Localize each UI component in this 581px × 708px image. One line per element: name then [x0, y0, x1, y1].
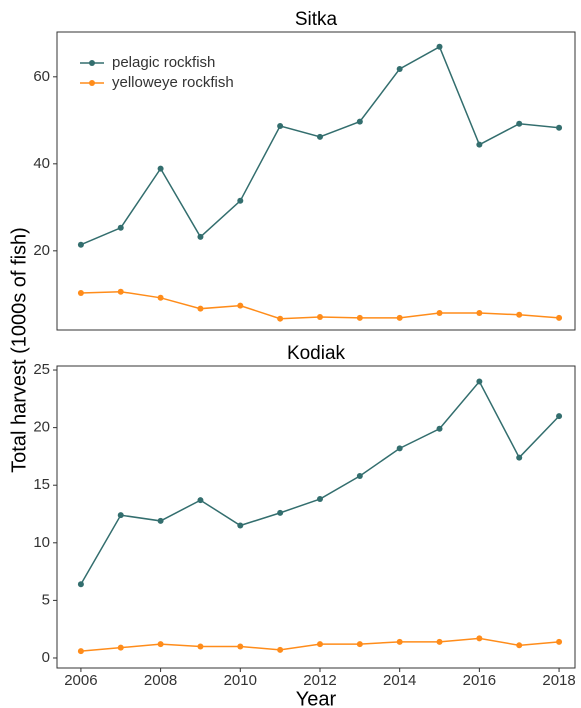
y-tick-label: 20	[33, 242, 50, 259]
y-axis-title: Total harvest (1000s of fish)	[8, 227, 30, 473]
data-point	[77, 290, 84, 297]
x-tick-label: 2012	[303, 672, 336, 689]
data-point	[117, 644, 124, 651]
data-point	[516, 311, 523, 318]
data-point	[476, 141, 483, 148]
legend-marker	[89, 60, 95, 66]
panel-title: Sitka	[295, 9, 338, 30]
data-point	[476, 635, 483, 642]
data-point	[237, 302, 244, 309]
data-point	[197, 305, 204, 312]
y-tick-label: 25	[33, 361, 50, 378]
y-tick-label: 0	[42, 649, 50, 666]
x-tick-label: 2008	[144, 672, 177, 689]
data-point	[436, 310, 443, 317]
data-point	[516, 642, 523, 649]
data-point	[316, 133, 323, 140]
x-axis-title: Year	[296, 688, 337, 708]
data-point	[476, 310, 483, 317]
data-point	[356, 472, 363, 479]
data-point	[277, 646, 284, 653]
x-tick-label: 2006	[64, 672, 97, 689]
panel-border	[56, 365, 576, 669]
data-point	[157, 517, 164, 524]
data-point	[556, 124, 563, 131]
data-point	[476, 378, 483, 385]
data-point	[356, 641, 363, 648]
data-point	[396, 638, 403, 645]
data-point	[516, 120, 523, 127]
data-point	[516, 454, 523, 461]
legend-marker	[89, 80, 95, 86]
data-point	[237, 522, 244, 529]
data-point	[237, 643, 244, 650]
data-point	[396, 65, 403, 72]
data-point	[316, 496, 323, 503]
data-point	[117, 224, 124, 231]
data-point	[157, 641, 164, 648]
x-tick-label: 2010	[224, 672, 257, 689]
data-point	[277, 509, 284, 516]
data-point	[556, 413, 563, 420]
data-point	[77, 581, 84, 588]
data-point	[556, 638, 563, 645]
x-tick-label: 2018	[542, 672, 575, 689]
data-point	[436, 638, 443, 645]
data-point	[436, 425, 443, 432]
x-tick-label: 2014	[383, 672, 416, 689]
panel-title: Kodiak	[287, 343, 346, 364]
panel-border	[56, 31, 576, 331]
data-point	[396, 314, 403, 321]
data-point	[197, 497, 204, 504]
y-tick-label: 15	[33, 476, 50, 493]
data-point	[277, 122, 284, 129]
data-point	[356, 118, 363, 125]
series-line	[80, 380, 560, 585]
data-point	[356, 314, 363, 321]
data-point	[117, 288, 124, 295]
data-point	[316, 641, 323, 648]
data-point	[77, 648, 84, 655]
data-point	[396, 445, 403, 452]
x-tick-label: 2016	[463, 672, 496, 689]
data-point	[157, 294, 164, 301]
data-point	[316, 313, 323, 320]
data-point	[237, 197, 244, 204]
data-point	[277, 315, 284, 322]
y-tick-label: 10	[33, 534, 50, 551]
y-tick-label: 60	[33, 68, 50, 85]
y-tick-label: 20	[33, 419, 50, 436]
data-point	[197, 643, 204, 650]
y-tick-label: 5	[42, 591, 50, 608]
data-point	[117, 512, 124, 519]
y-tick-label: 40	[33, 155, 50, 172]
data-point	[197, 233, 204, 240]
legend-label: pelagic rockfish	[112, 54, 215, 71]
data-point	[157, 165, 164, 172]
legend-label: yelloweye rockfish	[112, 74, 234, 91]
data-point	[556, 314, 563, 321]
data-point	[77, 241, 84, 248]
data-point	[436, 43, 443, 50]
